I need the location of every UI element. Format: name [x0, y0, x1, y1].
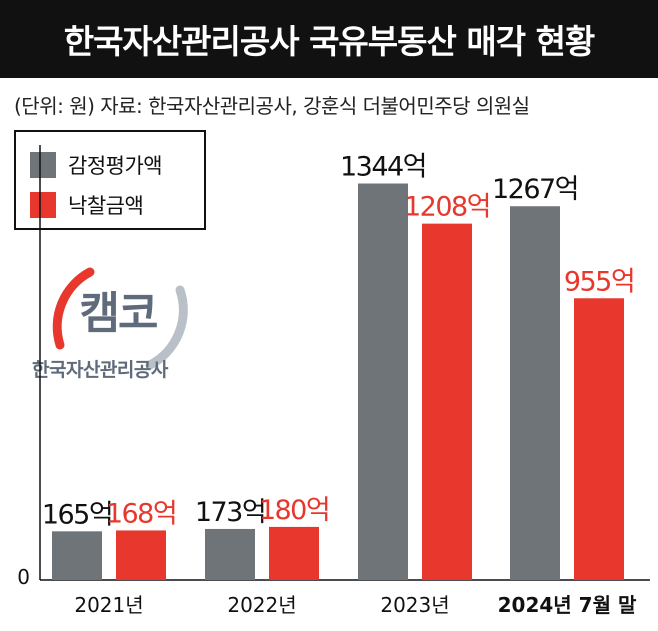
bar-appraisal-2 [358, 183, 408, 580]
data-label-winning-1: 180억 [259, 495, 329, 526]
x-tick-label-2: 2023년 [380, 593, 449, 617]
legend-label-appraisal: 감정평가액 [68, 154, 163, 178]
logo-mark-text: 캠코 [80, 288, 157, 339]
legend-swatch-appraisal [30, 152, 56, 178]
bar-appraisal-0 [52, 531, 102, 580]
legend-item-winning: 낙찰금액 [30, 190, 144, 220]
data-label-winning-2: 1208억 [404, 192, 490, 223]
bar-appraisal-1 [205, 528, 255, 580]
x-tick-label-0: 2021년 [74, 593, 143, 617]
bar-winning-0 [116, 530, 166, 580]
data-label-appraisal-0: 165억 [42, 499, 112, 530]
data-label-winning-0: 168억 [106, 498, 176, 529]
bar-winning-2 [422, 223, 472, 580]
kamco-logo: 캠코 [52, 267, 188, 370]
x-tick-label-3: 2024년 7월 말 [498, 593, 637, 617]
legend-item-appraisal: 감정평가액 [30, 150, 163, 180]
legend-label-winning: 낙찰금액 [68, 194, 144, 218]
data-label-appraisal-2: 1344억 [340, 152, 426, 183]
bar-winning-3 [574, 298, 624, 580]
y-tick-label-0: 0 [17, 565, 30, 589]
data-label-appraisal-1: 173억 [195, 497, 265, 528]
chart-subtitle: (단위: 원) 자료: 한국자산관리공사, 강훈식 더불어민주당 의원실 [14, 94, 530, 118]
x-tick-label-1: 2022년 [227, 593, 296, 617]
chart-title: 한국자산관리공사 국유부동산 매각 현황 [0, 0, 658, 78]
data-label-winning-3: 955억 [564, 266, 634, 297]
legend-swatch-winning [30, 192, 56, 218]
bar-appraisal-3 [510, 206, 560, 581]
legend: 감정평가액 낙찰금액 [14, 130, 206, 230]
bar-winning-1 [269, 526, 319, 580]
logo-org-name: 한국자산관리공사 [32, 359, 168, 381]
data-label-appraisal-3: 1267억 [492, 174, 578, 205]
